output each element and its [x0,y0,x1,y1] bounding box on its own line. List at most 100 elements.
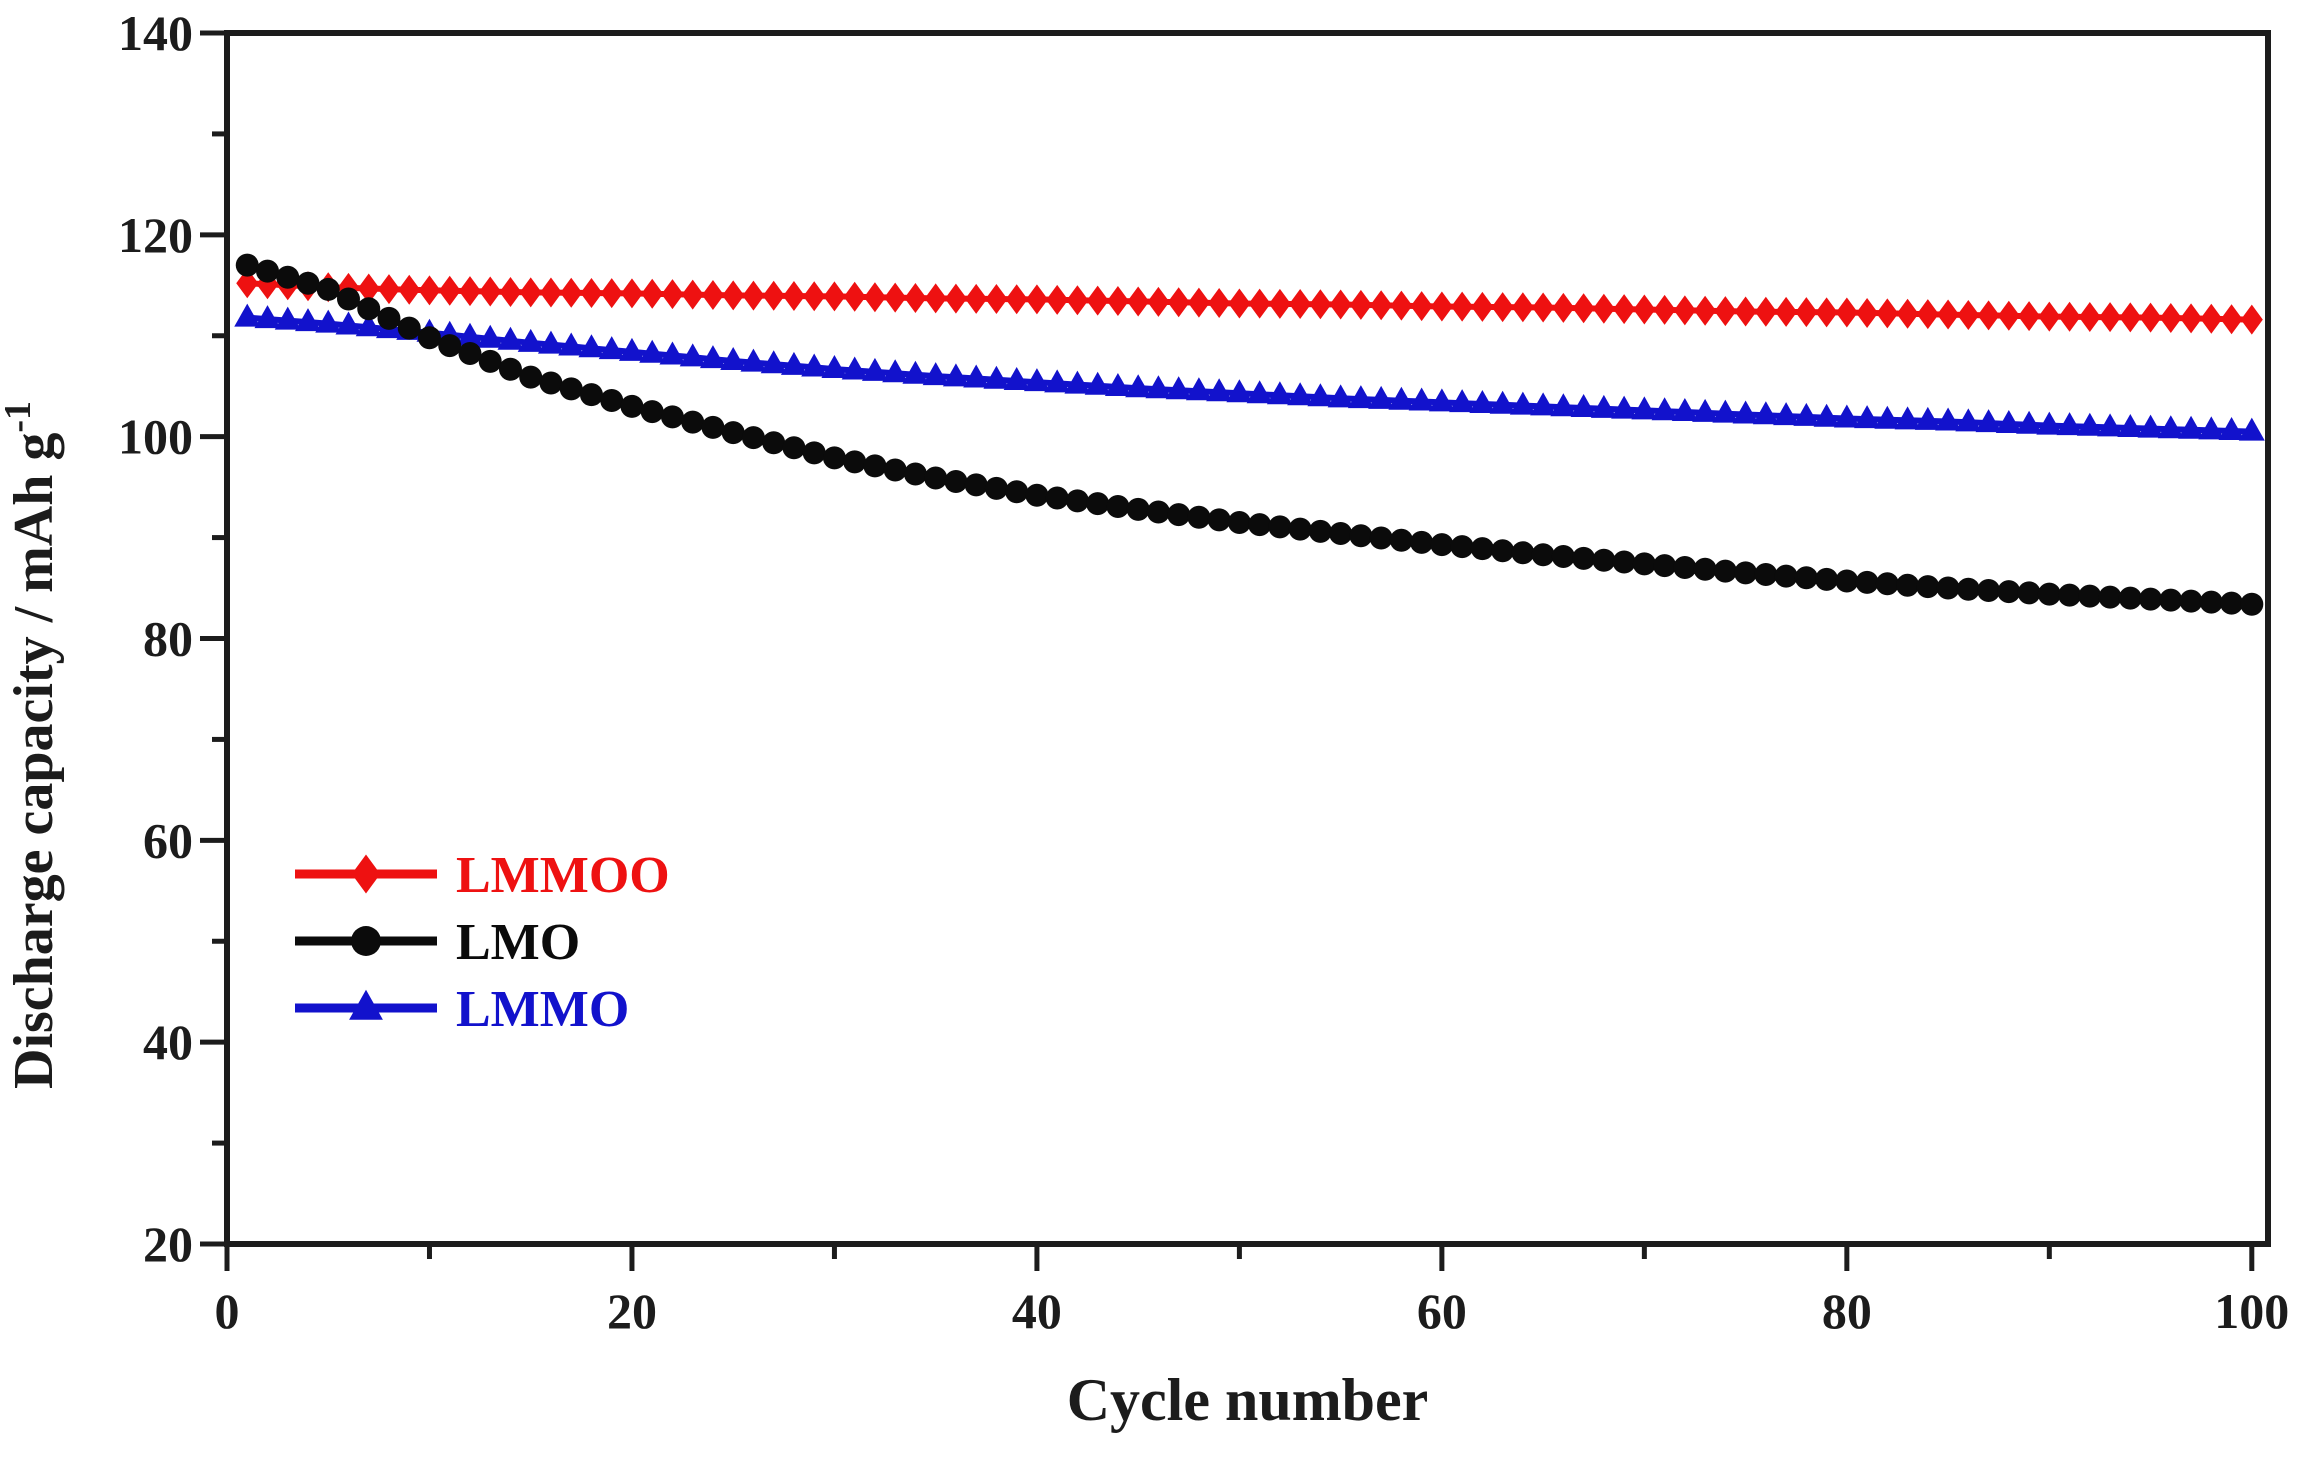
data-marker-lmmo [1712,399,1739,423]
data-marker-lmmoo [843,281,866,312]
y-axis-tick-label: 80 [143,611,193,667]
data-marker-lmo [1936,576,1960,600]
data-marker-lmmo [1671,398,1698,422]
y-axis-tick-label: 120 [118,207,193,263]
data-marker-lmmoo [398,274,421,305]
data-marker-lmo [762,431,786,455]
data-marker-lmo [802,441,826,465]
y-axis-title: Discharge capacity / mAh g-1 [0,401,65,1089]
data-marker-lmmo [254,305,281,329]
data-marker-lmo [357,297,381,321]
series-line-lmmo [246,314,2252,435]
data-marker-lmmoo [1167,287,1190,318]
data-marker-lmmo [355,313,382,337]
data-marker-lmmo [1590,394,1617,418]
data-marker-lmmoo [2139,302,2162,333]
data-marker-lmmoo [1694,295,1717,326]
data-marker-lmmoo [580,277,603,308]
data-marker-lmo [2017,581,2041,605]
data-marker-lmo [1389,528,1413,552]
data-marker-lmo [1713,559,1737,583]
data-marker-lmmoo [1451,291,1474,322]
legend-item-lmmo: LMMO [295,981,629,1038]
data-marker-lmo [417,326,441,350]
data-marker-lmo [559,377,583,401]
data-marker-lmmo [2076,412,2103,436]
data-marker-lmo [1612,550,1636,574]
data-marker-lmo [1308,519,1332,543]
data-marker-lmo [903,462,927,486]
data-marker-lmmoo [1106,286,1129,317]
data-marker-lmmo [1307,383,1334,407]
data-marker-lmmoo [1856,297,1879,328]
data-marker-lmo [2199,590,2223,614]
data-marker-lmmo [2056,412,2083,436]
data-marker-lmo [2139,587,2163,611]
data-marker-lmmoo [1835,297,1858,328]
data-marker-lmmoo [1937,299,1960,330]
data-marker-lmmoo [762,280,785,311]
data-marker-lmmo [1651,397,1678,421]
data-marker-lmo [1835,569,1859,593]
data-marker-lmmoo [1086,285,1109,316]
data-marker-lmmo [1631,396,1658,420]
data-marker-lmo [640,400,664,424]
series-lmmo [234,303,2265,441]
data-marker-lmo [1997,580,2021,604]
data-marker-lmmoo [1957,299,1980,330]
data-marker-lmo [944,469,968,493]
data-marker-lmo [1106,495,1130,519]
data-marker-lmmo [335,311,362,335]
data-marker-lmmo [841,356,868,380]
data-marker-lmmo [1104,373,1131,397]
data-marker-lmmoo [944,283,967,314]
data-marker-lmmoo [600,278,623,309]
data-marker-lmo [843,450,867,474]
data-marker-lmo [1511,541,1535,565]
data-marker-lmmoo [722,280,745,311]
data-marker-lmmoo [1896,298,1919,329]
data-marker-lmmo [1813,403,1840,427]
data-marker-lmo [924,466,948,490]
data-marker-lmmoo [1268,288,1291,319]
data-marker-lmmoo [884,282,907,313]
data-marker-lmmo [1995,409,2022,433]
data-marker-lmo [1248,513,1272,537]
data-marker-lmmo [598,336,625,360]
data-marker-lmmoo [1228,288,1251,319]
data-marker-lmo [1632,552,1656,576]
data-marker-lmo [1005,480,1029,504]
data-marker-lmmoo [1025,284,1048,315]
data-marker-lmo [1673,555,1697,579]
data-marker-lmmo [1692,398,1719,422]
data-marker-lmo [984,476,1008,500]
data-marker-lmmo [699,345,726,369]
data-marker-lmmo [1145,375,1172,399]
data-marker-lmmo [618,337,645,361]
data-marker-lmo [1491,539,1515,563]
data-marker-lmo [660,405,684,429]
data-marker-lmo [1349,524,1373,548]
legend-item-lmo: LMO [295,914,580,971]
data-marker-lmmo [497,326,524,350]
data-marker-lmmo [1003,366,1030,390]
data-marker-lmmoo [438,275,461,306]
data-marker-lmo [1430,533,1454,557]
data-marker-lmmoo [1309,289,1332,320]
data-marker-lmmo [517,328,544,352]
data-marker-lmo [1855,570,1879,594]
data-marker-lmo [539,371,563,395]
x-axis-tick-label: 0 [215,1283,240,1339]
data-marker-lmmo [1388,386,1415,410]
data-marker-lmmoo [1511,292,1534,323]
data-marker-lmmoo [863,282,886,313]
data-marker-lmmo [1773,402,1800,426]
legend-item-lmmoo: LMMOO [295,847,670,904]
data-marker-lmmoo [2200,303,2223,334]
data-marker-lmmoo [418,275,441,306]
data-marker-lmo [620,394,644,418]
legend-label-lmmoo: LMMOO [456,847,670,904]
data-marker-lmo [1187,505,1211,529]
data-marker-lmmoo [1734,296,1757,327]
